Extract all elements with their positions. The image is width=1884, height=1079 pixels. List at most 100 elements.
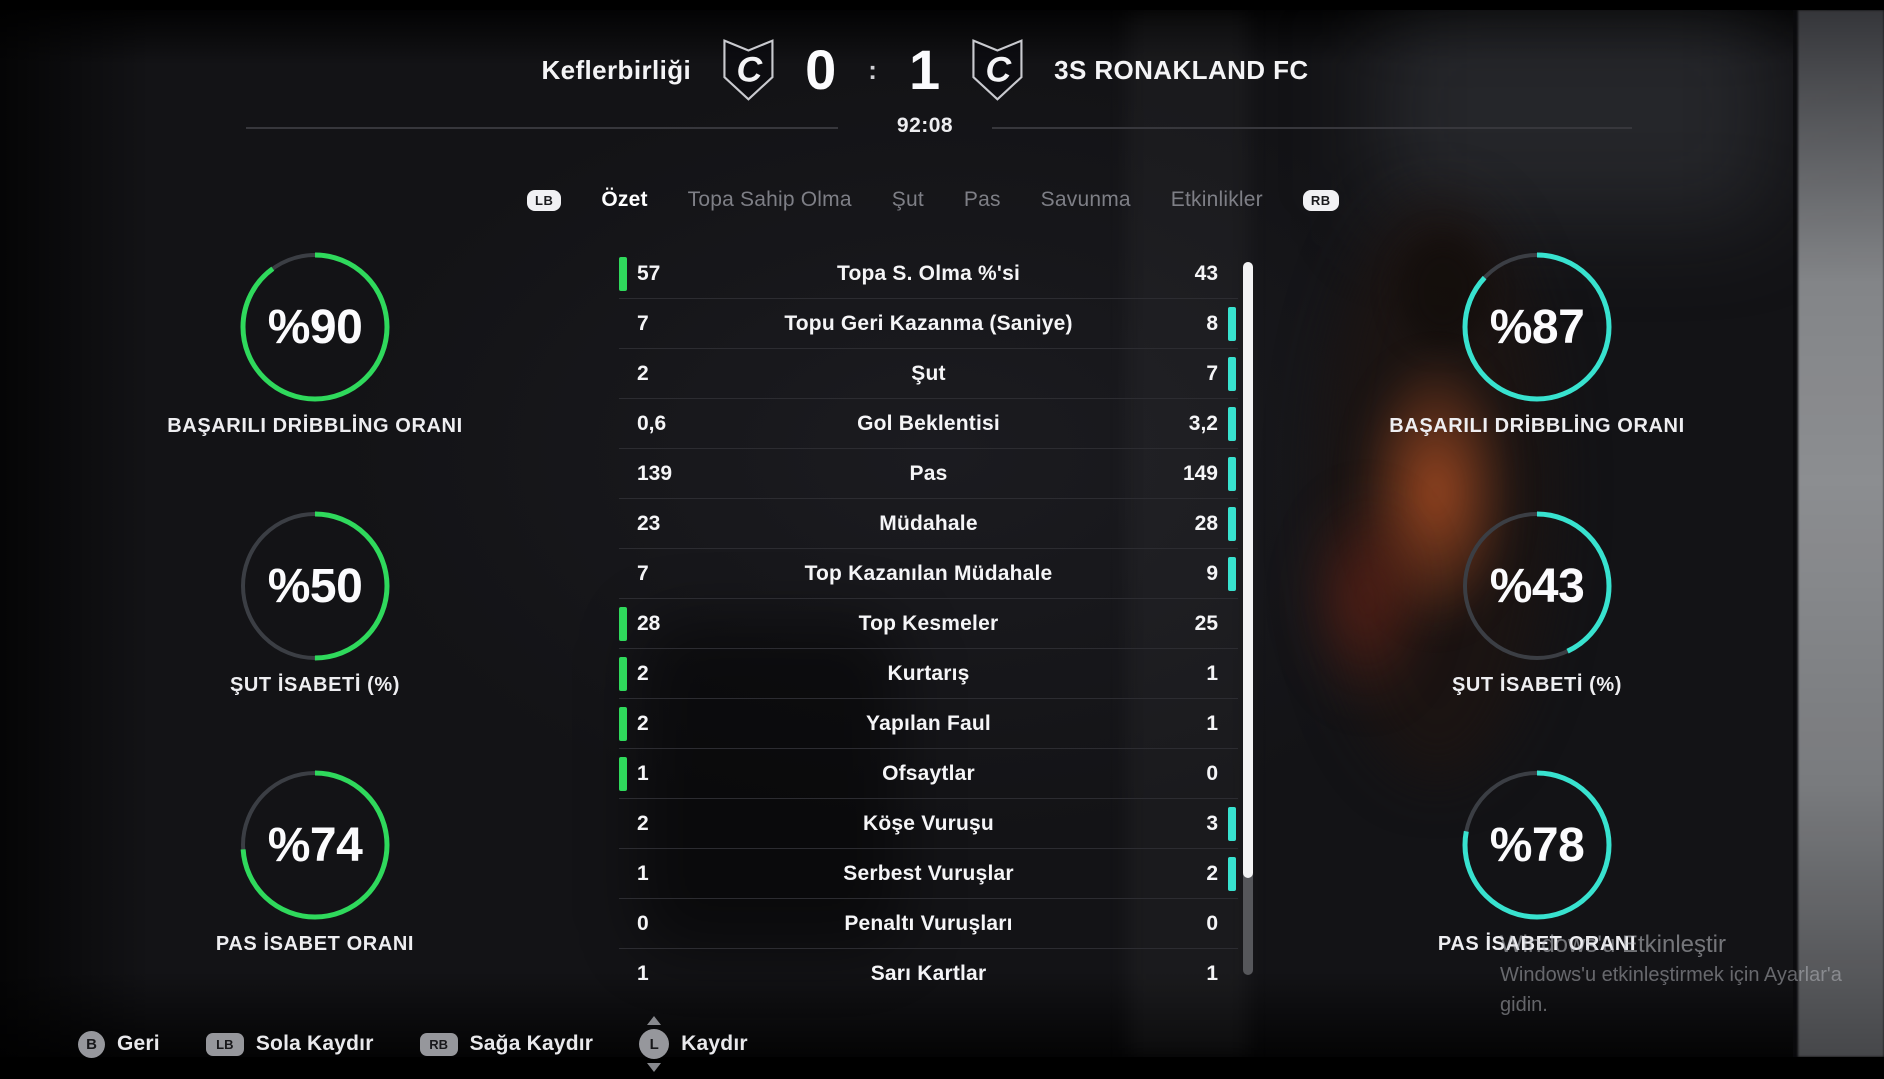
home-stat-value: 7 (637, 311, 649, 335)
home-advantage-bar (619, 756, 627, 791)
stat-label: Şut (911, 361, 946, 385)
background-haze (1380, 0, 1770, 220)
lb-button-icon: LB (205, 1032, 244, 1056)
match-time: 92:08 (896, 114, 954, 137)
home-gauge-label: BAŞARILI DRİBBLİNG ORANI (167, 415, 463, 437)
tab-savunma[interactable]: Savunma (1040, 188, 1131, 211)
l-button-icon: L (639, 1016, 670, 1072)
letterbox-top (0, 0, 1884, 10)
scrollbar-thumb[interactable] (1243, 262, 1253, 878)
home-team-logo: C (723, 39, 774, 101)
stat-label: Müdahale (879, 511, 978, 535)
home-stat-value: 1 (637, 961, 649, 985)
home-score: 0 (805, 38, 837, 101)
lb-button-letter: LB (216, 1036, 234, 1052)
stat-label: Sarı Kartlar (870, 961, 987, 985)
away-stat-value: 1 (1206, 661, 1218, 685)
stat-label: Yapılan Faul (866, 711, 991, 735)
stat-row: 28 Top Kesmeler 25 (619, 598, 1238, 648)
stat-row: 23 Müdahale 28 (619, 498, 1238, 548)
away-stat-value: 1 (1206, 711, 1218, 735)
lb-button-icon[interactable]: LB (527, 189, 562, 211)
away-advantage-bar (1228, 506, 1236, 541)
away-gauge-value: %43 (1489, 559, 1585, 613)
home-stat-value: 0 (637, 911, 649, 935)
away-gauge-value: %78 (1489, 818, 1585, 872)
away-gauge-ring: %43 (1457, 506, 1617, 666)
tab-pas[interactable]: Pas (963, 188, 1001, 211)
away-stat-value: 0 (1206, 761, 1218, 785)
stat-label: Penaltı Vuruşları (844, 911, 1013, 935)
tab-topa-sahip-olma[interactable]: Topa Sahip Olma (687, 188, 852, 211)
score-separator: : (868, 54, 877, 85)
watermark-line2: Windows'u etkinleştirmek için Ayarlar'a … (1500, 964, 1842, 1016)
rb-button-icon[interactable]: RB (1302, 189, 1339, 211)
away-gauge-value: %87 (1489, 300, 1585, 354)
away-stat-value: 9 (1206, 561, 1218, 585)
control-label: Sola Kaydır (255, 1032, 374, 1055)
windows-watermark: Windows'u Etkinleştir Windows'u etkinleş… (1500, 930, 1884, 1020)
away-stat-value: 7 (1206, 361, 1218, 385)
away-stat-value: 8 (1206, 311, 1218, 335)
stick-down-arrow-icon (647, 1063, 662, 1072)
home-stat-value: 2 (637, 361, 649, 385)
b-button-letter: B (86, 1035, 97, 1053)
control-label: Geri (117, 1032, 160, 1055)
stat-label: Köşe Vuruşu (863, 811, 994, 835)
tab--zet[interactable]: Özet (601, 188, 648, 211)
home-advantage-bar (619, 606, 627, 641)
stat-label: Topu Geri Kazanma (Saniye) (784, 311, 1073, 335)
stat-row: 7 Top Kazanılan Müdahale 9 (619, 548, 1238, 598)
home-team-name: Keflerbirliği (541, 54, 692, 85)
rb-button-icon: RB (419, 1032, 458, 1056)
away-gauge-ring: %78 (1457, 765, 1617, 925)
home-gauge: %50 ŞUT İSABETİ (%) (230, 506, 399, 697)
away-team-logo: C (972, 39, 1023, 101)
control-hint-l: L Kaydır (639, 1016, 748, 1072)
stat-label: Topa S. Olma %'si (836, 261, 1021, 285)
stat-label: Serbest Vuruşlar (843, 861, 1014, 885)
stat-row: 2 Şut 7 (619, 348, 1238, 398)
away-advantage-bar (1228, 306, 1236, 341)
stat-row: 7 Topu Geri Kazanma (Saniye) 8 (619, 298, 1238, 348)
letterbox-bottom (0, 1057, 1884, 1079)
tab--ut[interactable]: Şut (891, 188, 924, 211)
controller-hints: B Geri LB Sola Kaydır RB Sağa Kaydır L Kaydır (78, 1016, 748, 1072)
home-gauge-label: ŞUT İSABETİ (%) (229, 674, 401, 696)
tab-etkinlikler[interactable]: Etkinlikler (1170, 188, 1263, 211)
away-stat-value: 0 (1206, 911, 1218, 935)
home-gauge-ring: %90 (235, 247, 395, 407)
away-gauge: %43 ŞUT İSABETİ (%) (1452, 506, 1621, 697)
away-gauge-label: ŞUT İSABETİ (%) (1451, 674, 1623, 696)
scrollbar-track[interactable] (1243, 262, 1253, 975)
away-stat-value: 3 (1206, 811, 1218, 835)
away-advantage-bar (1228, 556, 1236, 591)
home-stat-value: 28 (637, 611, 661, 635)
stat-label: Pas (909, 461, 948, 485)
stat-row: 139 Pas 149 (619, 448, 1238, 498)
away-advantage-bar (1228, 806, 1236, 841)
away-stat-value: 25 (1194, 611, 1218, 635)
home-gauge: %74 PAS İSABET ORANI (216, 765, 413, 956)
away-stat-value: 149 (1182, 461, 1218, 485)
background-shadow (640, 620, 900, 950)
home-gauge-value: %50 (267, 559, 363, 613)
away-team-name: 3S RONAKLAND FC (1054, 54, 1309, 85)
stat-label: Ofsaytlar (882, 761, 975, 785)
stat-label: Gol Beklentisi (857, 411, 1000, 435)
away-advantage-bar (1228, 856, 1236, 891)
l-button-letter: L (649, 1035, 659, 1053)
b-button-icon: B (78, 1030, 105, 1058)
home-stat-value: 2 (637, 711, 649, 735)
scoreboard: Keflerbirliği C 0 : 1 C 3S RONAKLAND FC (541, 38, 1308, 102)
away-stat-value: 28 (1194, 511, 1218, 535)
home-logo-letter: C (736, 50, 763, 90)
control-hint-rb: RB Sağa Kaydır (419, 1032, 594, 1056)
home-advantage-bar (619, 706, 627, 741)
stat-row: 1 Serbest Vuruşlar 2 (619, 848, 1238, 898)
away-gauges-column: %87 BAŞARILI DRİBBLİNG ORANI %43 ŞUT İSABET… (1389, 247, 1684, 956)
away-gauge-label: BAŞARILI DRİBBLİNG ORANI (1389, 415, 1685, 437)
background-orange-vest-lower (1302, 488, 1432, 708)
stat-row: 2 Yapılan Faul 1 (619, 698, 1238, 748)
